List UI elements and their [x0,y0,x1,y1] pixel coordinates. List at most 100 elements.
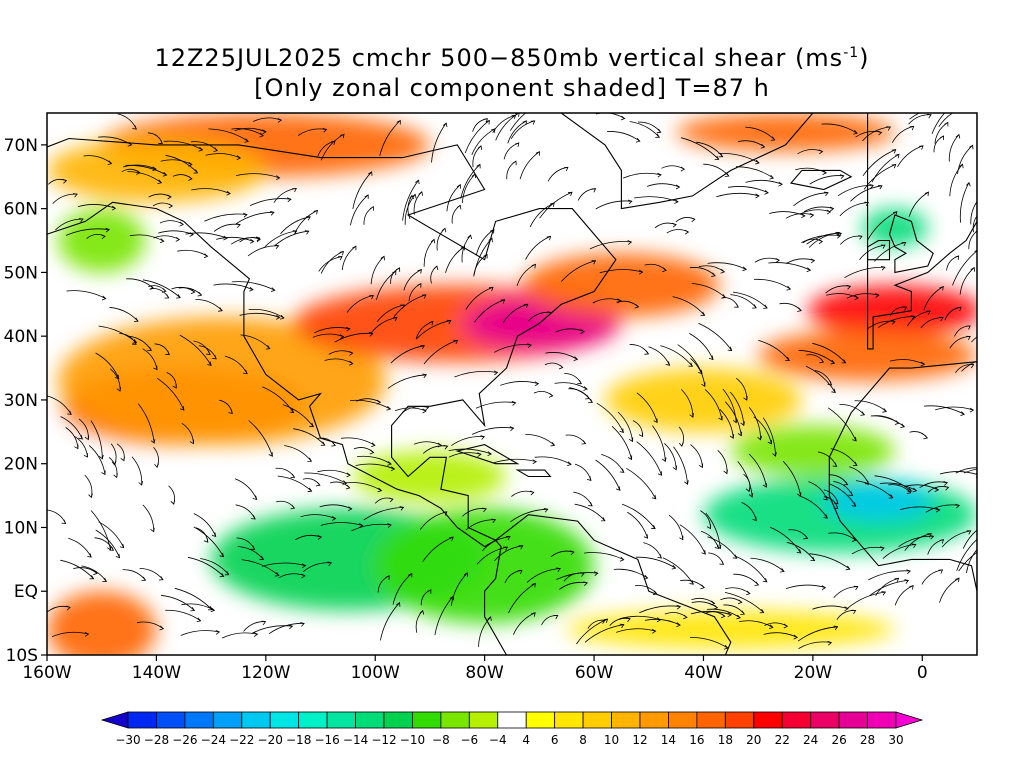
streamline [681,389,694,418]
streamline-arrowhead [944,121,949,127]
streamline-arrowhead [743,395,748,401]
streamline [606,131,641,142]
colorbar-box [412,711,442,729]
colorbar-label: 16 [689,733,704,747]
streamline-arrowhead [843,481,849,486]
streamline-arrowhead [796,549,802,554]
streamline-arrowhead [891,149,897,154]
streamline-arrowhead [923,434,929,440]
streamline-arrowhead [369,449,375,455]
colorbar-label: −28 [144,733,169,747]
streamline-arrowhead [853,130,858,135]
streamline [122,164,157,170]
streamline [561,260,596,282]
colorbar-label: −20 [258,733,283,747]
streamline-arrowhead [304,230,310,235]
streamline [312,333,344,338]
streamline-arrowhead [760,143,766,149]
streamline-arrowhead [662,267,667,272]
streamline-arrowhead [778,181,783,187]
streamline [160,159,193,165]
streamline [698,322,733,351]
streamline-arrowhead [978,536,982,540]
streamline-arrowhead [218,307,223,312]
streamline-arrowhead [531,263,537,269]
streamline-arrowhead [818,239,824,245]
streamline [738,140,765,148]
streamline [863,164,896,190]
streamline-arrowhead [427,589,432,594]
streamline [68,537,92,558]
streamline-arrowhead [901,242,907,247]
streamline [613,568,648,579]
streamline-arrowhead [966,530,972,535]
streamline [856,480,894,499]
streamline-arrowhead [619,468,625,473]
streamline [239,312,280,318]
streamline [727,186,769,194]
streamline [664,443,677,470]
streamline [236,173,280,179]
streamline-arrowhead [197,291,203,297]
streamline [60,416,83,440]
streamline-arrowhead [727,612,732,618]
colorbar-label: −16 [314,733,339,747]
streamline [812,605,849,610]
streamline [539,191,573,219]
streamline-arrowhead [315,481,321,487]
streamline-arrowhead [619,428,624,433]
streamline [390,345,425,364]
streamline [966,548,977,574]
colorbar-high-arrow [895,711,924,729]
streamline-arrowhead [854,295,859,301]
streamline-arrowhead [938,569,944,574]
streamline [284,445,312,462]
streamline-arrowhead [655,133,660,138]
colorbar-box [867,711,897,729]
streamline-arrowhead [852,436,857,442]
streamline-arrowhead [522,120,527,125]
streamline-arrowhead [720,268,726,274]
streamline-arrowhead [851,537,857,542]
streamline-arrowhead [700,584,706,590]
streamline-arrowhead [101,470,106,476]
streamline-arrowhead [307,487,313,493]
streamline [576,618,608,645]
streamline-arrowhead [732,554,738,559]
streamline-arrowhead [558,364,564,370]
streamline-arrowhead [783,623,789,629]
streamline [805,365,836,393]
streamline [753,278,791,290]
streamline-arrowhead [422,373,428,379]
streamline-arrowhead [918,145,924,150]
streamline-arrowhead [275,314,281,320]
streamline-arrowhead [938,316,944,322]
streamline-arrowhead [674,199,679,204]
streamline-arrowhead [290,504,296,510]
colorbar-box [497,711,527,729]
streamline-arrowhead [349,350,354,356]
streamline-arrowhead [600,517,606,522]
streamline-arrowhead [159,238,165,244]
streamline-arrowhead [591,260,597,265]
colorbar-label: −4 [489,733,507,747]
streamline-arrowhead [657,471,663,476]
y-tick-label: 30N [4,391,38,411]
streamline-arrowhead [700,311,706,316]
colorbar-box [269,711,300,729]
y-tick-label: 20N [4,455,38,475]
streamline-arrowhead [442,122,448,128]
streamline-arrowhead [770,136,776,141]
streamline-arrowhead [603,618,609,624]
streamline-arrowhead [73,193,78,198]
streamline [690,610,732,616]
streamline [352,171,372,209]
streamline [179,334,212,366]
colorbar-box [525,711,556,729]
shear-region-18 [730,425,895,477]
streamline [745,179,783,185]
coastline-hispaniola [515,469,552,478]
streamline-arrowhead [556,567,561,572]
streamline [859,244,886,260]
streamline [809,553,851,570]
